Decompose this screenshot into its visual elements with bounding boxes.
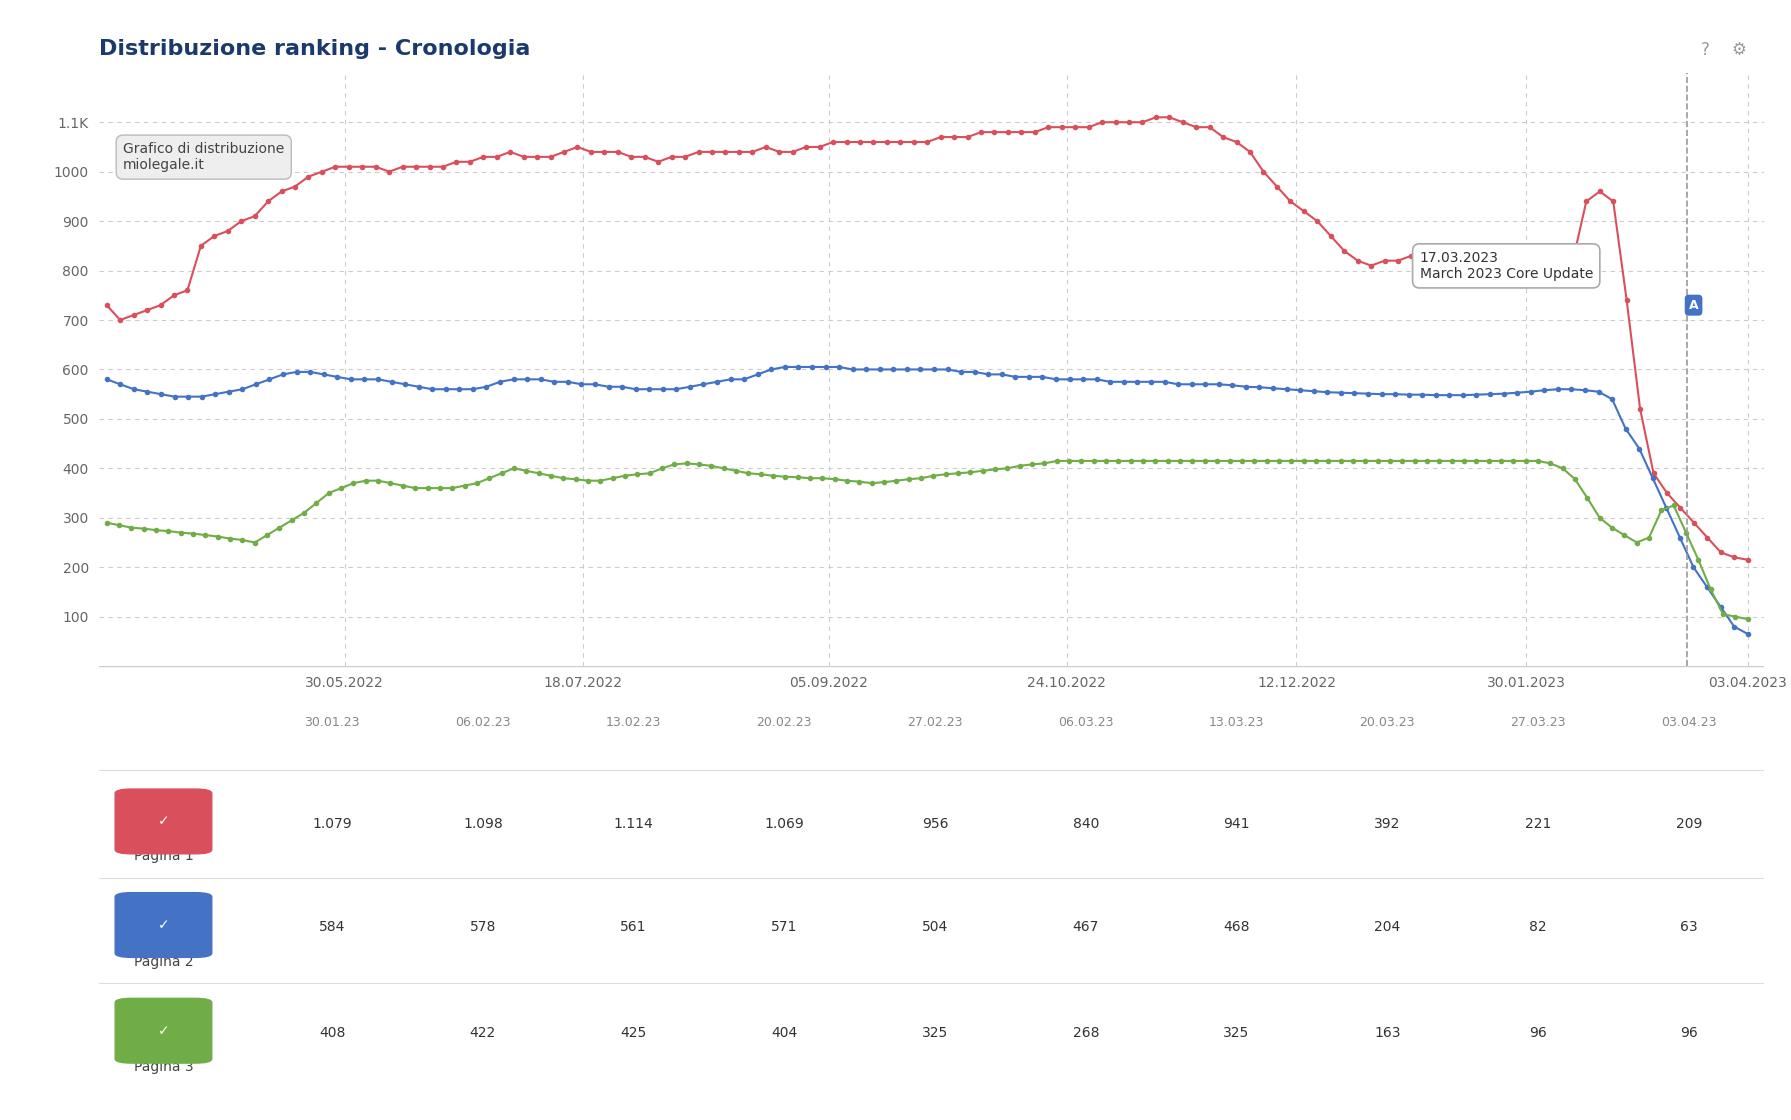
Text: 404: 404 [772, 1026, 797, 1039]
Text: 956: 956 [922, 816, 947, 831]
Text: 30.01.23: 30.01.23 [304, 716, 360, 729]
Text: 468: 468 [1223, 921, 1250, 934]
Text: 204: 204 [1374, 921, 1401, 934]
Text: 96: 96 [1680, 1026, 1698, 1039]
Text: ✓: ✓ [158, 1024, 170, 1038]
FancyBboxPatch shape [115, 790, 211, 853]
Text: Pagina 2: Pagina 2 [134, 954, 193, 969]
FancyBboxPatch shape [115, 998, 211, 1063]
Text: Pagina 3: Pagina 3 [134, 1061, 193, 1074]
Text: 1.069: 1.069 [765, 816, 804, 831]
Text: 325: 325 [1223, 1026, 1250, 1039]
Text: 1.114: 1.114 [614, 816, 654, 831]
Text: 1.079: 1.079 [312, 816, 351, 831]
Text: ⚙: ⚙ [1732, 41, 1746, 59]
Text: 221: 221 [1524, 816, 1551, 831]
Text: 82: 82 [1530, 921, 1547, 934]
Text: 941: 941 [1223, 816, 1250, 831]
FancyBboxPatch shape [115, 893, 211, 958]
Text: A: A [1689, 299, 1698, 311]
Text: 20.02.23: 20.02.23 [756, 716, 811, 729]
Text: 584: 584 [319, 921, 346, 934]
Text: 163: 163 [1374, 1026, 1401, 1039]
Text: 268: 268 [1073, 1026, 1100, 1039]
Text: 425: 425 [620, 1026, 647, 1039]
Text: 27.02.23: 27.02.23 [908, 716, 964, 729]
Text: 571: 571 [772, 921, 797, 934]
Text: 03.04.23: 03.04.23 [1660, 716, 1716, 729]
Text: 561: 561 [620, 921, 647, 934]
Text: 20.03.23: 20.03.23 [1359, 716, 1415, 729]
Text: 13.02.23: 13.02.23 [605, 716, 661, 729]
Text: ✓: ✓ [158, 814, 170, 829]
Text: 467: 467 [1073, 921, 1100, 934]
Text: 13.03.23: 13.03.23 [1209, 716, 1264, 729]
Text: 504: 504 [922, 921, 947, 934]
Text: 17.03.2023
March 2023 Core Update: 17.03.2023 March 2023 Core Update [1420, 251, 1592, 281]
Text: 06.03.23: 06.03.23 [1058, 716, 1114, 729]
Text: 408: 408 [319, 1026, 346, 1039]
Text: 1.098: 1.098 [464, 816, 503, 831]
Text: Pagina 1: Pagina 1 [134, 849, 193, 864]
Text: Distribuzione ranking - Cronologia: Distribuzione ranking - Cronologia [99, 39, 530, 59]
Text: 422: 422 [469, 1026, 496, 1039]
Text: 209: 209 [1676, 816, 1701, 831]
Text: 06.02.23: 06.02.23 [455, 716, 510, 729]
Text: ?: ? [1701, 41, 1709, 59]
Text: 392: 392 [1374, 816, 1401, 831]
Text: 96: 96 [1530, 1026, 1547, 1039]
Text: 63: 63 [1680, 921, 1698, 934]
Text: ✓: ✓ [158, 918, 170, 932]
Text: 840: 840 [1073, 816, 1100, 831]
Text: Grafico di distribuzione
miolegale.it: Grafico di distribuzione miolegale.it [124, 142, 285, 172]
Text: 578: 578 [469, 921, 496, 934]
Text: 325: 325 [922, 1026, 947, 1039]
Text: 27.03.23: 27.03.23 [1510, 716, 1565, 729]
